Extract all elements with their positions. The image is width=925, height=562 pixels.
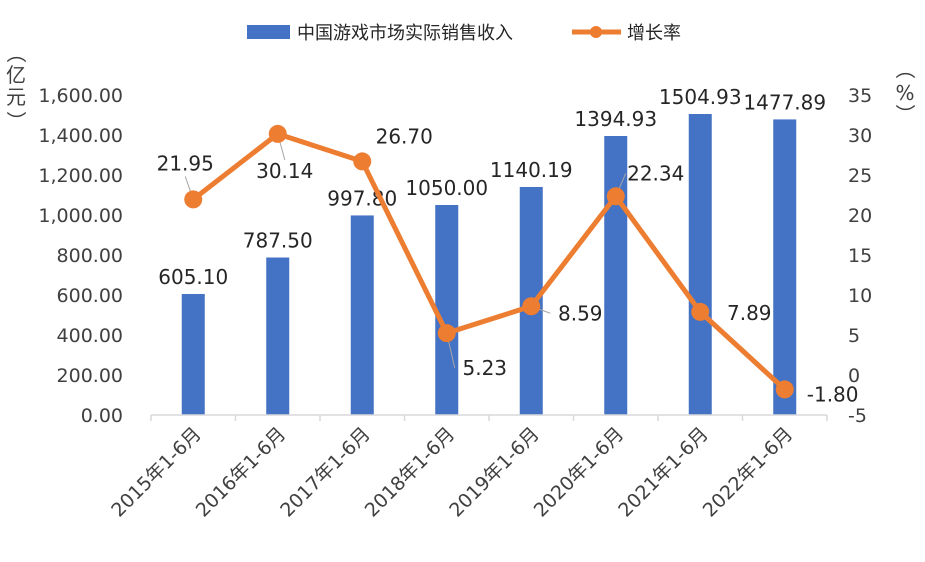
left-axis-unit-char: 元 [6,85,26,109]
legend-line-marker [590,26,602,38]
line-data-label: -1.80 [807,382,859,406]
bar-data-label: 1477.89 [743,90,826,114]
right-axis-tick-label: 15 [848,245,872,267]
legend-bar-swatch [247,25,290,39]
line-data-label: 5.23 [462,356,507,380]
bar [688,114,712,415]
line-marker [691,302,710,321]
legend: 中国游戏市场实际销售收入 增长率 [247,23,681,44]
left-axis-tick-label: 400.00 [57,325,123,347]
line-data-label: 21.95 [157,151,214,175]
bar [435,205,459,415]
right-axis-unit: （%） [893,59,917,124]
right-axis-tick-label: 35 [848,85,872,107]
x-axis-category-label: 2020年1-6月 [530,423,629,522]
x-axis-category-label: 2022年1-6月 [699,423,798,522]
line-marker [522,297,541,316]
line-data-labels: 21.95 30.14 26.70 5.23 8.59 22.34 7.89 -1.80 [157,124,859,406]
right-axis-tick-label: 0 [848,365,860,387]
left-axis-tick-label: 1,200.00 [38,165,123,187]
line-data-label: 26.70 [376,124,433,148]
legend-line-label: 增长率 [627,23,681,44]
x-axis-tick-marks [150,415,828,421]
right-axis-tick-label: -5 [848,405,867,427]
left-axis-unit-char: （ [4,43,28,63]
bar-data-label: 1504.93 [659,85,742,109]
right-axis-tick-label: 30 [848,125,872,147]
line-marker [268,124,287,143]
left-axis-unit: （亿元） [4,43,28,131]
bar [181,293,205,415]
bar [773,119,797,415]
left-axis-tick-label: 1,000.00 [38,205,123,227]
right-axis-unit-char: ） [893,104,917,124]
bar-data-label: 605.10 [158,265,228,289]
line-series [184,124,794,399]
right-axis-unit-char: % [895,81,914,105]
line-marker [606,187,625,206]
line-marker [184,190,203,209]
left-axis-unit-char: 亿 [6,63,26,87]
left-axis-unit-char: ） [4,111,28,131]
bar-data-label: 1050.00 [405,176,488,200]
right-axis-tick-label: 5 [848,325,860,347]
growth-rate-line [190,131,788,392]
bar-series [181,114,797,415]
bar-data-label: 787.50 [243,229,313,253]
line-marker [775,380,794,399]
left-axis-tick-label: 200.00 [57,365,123,387]
right-axis-tick-label: 25 [848,165,872,187]
right-axis-unit-char: （ [893,59,917,79]
line-data-label: 22.34 [627,161,684,185]
right-axis-ticks: -5 0 5 10 15 20 25 30 35 [848,85,872,427]
left-axis-tick-label: 600.00 [57,285,123,307]
line-marker [437,324,456,343]
x-axis-category-label: 2015年1-6月 [107,423,206,522]
left-axis-ticks: 0.00 200.00 400.00 600.00 800.00 1,000.00 1,20… [38,85,123,427]
x-axis-category-label: 2018年1-6月 [361,423,460,522]
line-data-label: 7.89 [727,301,772,325]
bar [350,215,374,415]
line-data-label: 30.14 [256,159,313,183]
right-axis-tick-label: 10 [848,285,872,307]
x-axis-category-label: 2017年1-6月 [276,423,375,522]
left-axis-tick-label: 1,400.00 [38,125,123,147]
x-axis-category-label: 2016年1-6月 [192,423,291,522]
x-axis-category-labels: 2015年1-6月2016年1-6月2017年1-6月2018年1-6月2019… [107,423,797,522]
bar [266,257,290,415]
right-axis-tick-label: 20 [848,205,872,227]
line-data-label: 8.59 [558,301,603,325]
left-axis-tick-label: 1,600.00 [38,85,123,107]
legend-bar-label: 中国游戏市场实际销售收入 [297,23,513,44]
line-marker [353,152,372,171]
x-axis-category-label: 2021年1-6月 [614,423,713,522]
bar-data-label: 1140.19 [490,158,573,182]
left-axis-tick-label: 800.00 [57,245,123,267]
x-axis-category-label: 2019年1-6月 [445,423,544,522]
left-axis-tick-label: 0.00 [81,405,123,427]
bar-data-label: 1394.93 [574,107,657,131]
